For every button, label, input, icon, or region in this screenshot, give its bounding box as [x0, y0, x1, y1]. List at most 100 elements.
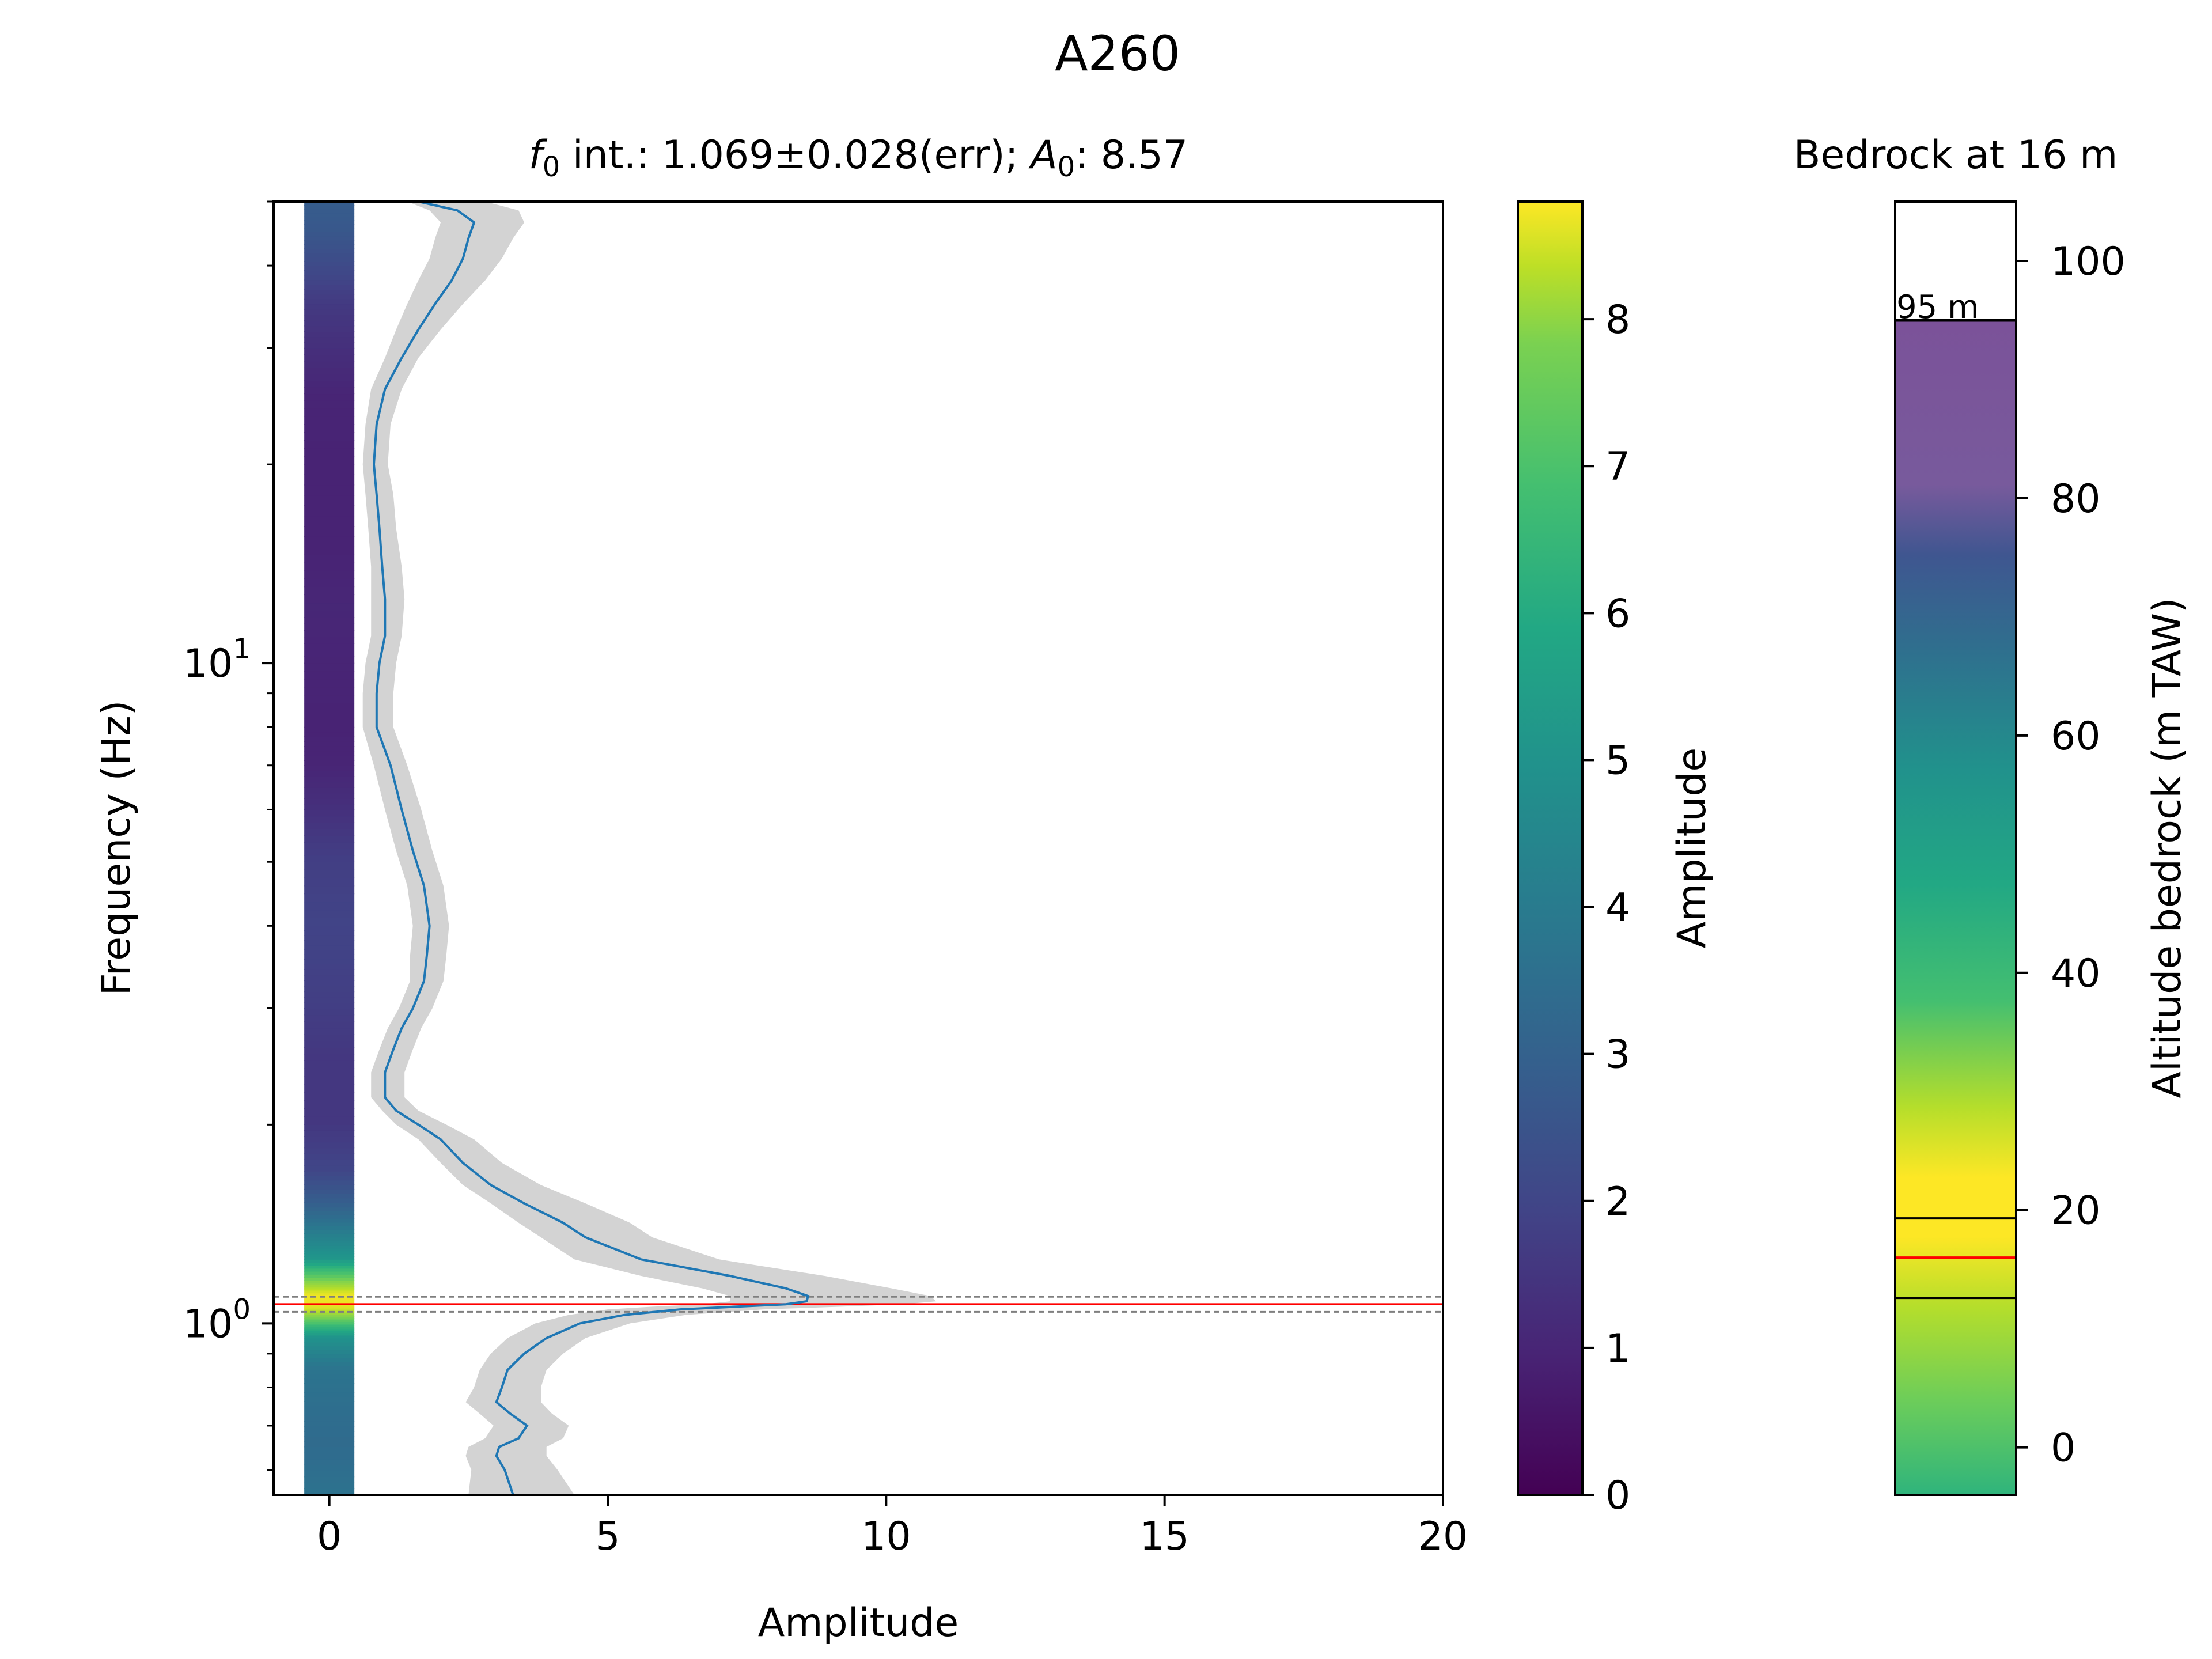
strip-cell	[304, 1262, 355, 1266]
mean-hv-curve	[372, 202, 810, 1495]
strip-cell	[304, 643, 355, 650]
strip-cell	[304, 1387, 355, 1393]
strip-cell	[304, 849, 355, 856]
strip-cell	[304, 1251, 355, 1255]
strip-cell	[304, 949, 355, 955]
strip-cell	[304, 1068, 355, 1077]
strip-cell	[304, 1401, 355, 1407]
strip-cell	[304, 885, 355, 895]
strip-cell	[304, 1406, 355, 1412]
altitude-tick-label: 40	[2051, 951, 2101, 997]
strip-cell	[304, 1060, 355, 1069]
strip-cell	[304, 1365, 355, 1370]
strip-cell	[304, 1421, 355, 1427]
strip-cell	[304, 1265, 355, 1269]
strip-cell	[304, 760, 355, 766]
colorbar-tick-label: 8	[1605, 297, 1630, 343]
strip-cell	[304, 1350, 355, 1355]
strip-cell	[304, 1202, 355, 1208]
strip-cell	[304, 1153, 355, 1160]
strip-cell	[304, 751, 355, 756]
strip-cell	[304, 1316, 355, 1319]
colorbar-tick-label: 3	[1605, 1032, 1630, 1078]
strip-cell	[304, 835, 355, 843]
strip-cell	[304, 687, 355, 696]
strip-cell	[304, 1291, 355, 1293]
colorbar-tick-label: 7	[1605, 444, 1630, 490]
strip-cell	[304, 662, 355, 672]
strip-cell	[304, 440, 355, 449]
strip-cell	[304, 1040, 355, 1048]
strip-cell	[304, 1171, 355, 1176]
main-plot-area	[274, 202, 1443, 1495]
strip-cell	[304, 787, 355, 794]
strip-cell	[304, 270, 355, 276]
strip-cell	[304, 261, 355, 266]
strip-cell	[304, 1180, 355, 1185]
strip-cell	[304, 637, 355, 644]
strip-cell	[304, 776, 355, 783]
main-chart-title: f0 int.: 1.069±0.028(err); A0: 8.57	[529, 132, 1188, 183]
strip-cell	[304, 1300, 355, 1302]
strip-cell	[304, 315, 355, 321]
strip-cell	[304, 855, 355, 862]
strip-cell	[304, 562, 355, 571]
strip-cell	[304, 1287, 355, 1290]
strip-cell	[304, 1332, 355, 1335]
strip-cell	[304, 1084, 355, 1093]
strip-cell	[304, 603, 355, 611]
strip-cell	[304, 804, 355, 810]
strip-cell	[304, 240, 355, 245]
strip-cell	[304, 1464, 355, 1471]
strip-cell	[304, 354, 355, 362]
y-axis-label: Frequency (Hz)	[94, 700, 139, 996]
strip-cell	[304, 1285, 355, 1287]
altitude-tick-label: 0	[2051, 1426, 2075, 1471]
strip-cell	[304, 732, 355, 737]
strip-cell	[304, 1184, 355, 1190]
strip-cell	[304, 1147, 355, 1154]
colorbar-tick-label: 4	[1605, 885, 1630, 931]
strip-cell	[304, 1306, 355, 1308]
strip-cell	[304, 997, 355, 1003]
main-plot-frame	[272, 200, 1444, 1496]
strip-cell	[304, 1301, 355, 1303]
strip-cell	[304, 1323, 355, 1326]
strip-cell	[304, 679, 355, 688]
altitude-axis: 0 20 40 60 80 100	[2016, 239, 2126, 1471]
strip-cell	[304, 782, 355, 788]
strip-cell	[304, 765, 355, 771]
strip-cell	[304, 1229, 355, 1234]
x-axis: 0 5 10 15 20	[317, 1495, 1468, 1559]
surface-label: 95 m	[1896, 289, 1979, 326]
strip-cell	[304, 586, 355, 596]
strip-cell	[304, 578, 355, 588]
y-tick-label: 101	[183, 633, 251, 687]
amplitude-strip	[304, 202, 355, 1495]
strip-cell	[304, 1354, 355, 1359]
strip-cell	[304, 1245, 355, 1249]
strip-cell	[304, 1431, 355, 1437]
strip-cell	[304, 1222, 355, 1226]
strip-cell	[304, 1054, 355, 1061]
strip-cell	[304, 1459, 355, 1465]
strip-cell	[304, 1309, 355, 1312]
strip-cell	[304, 456, 355, 465]
altitude-axis-label: Altitude bedrock (m TAW)	[2145, 597, 2190, 1098]
strip-cell	[304, 959, 355, 965]
strip-cell	[304, 400, 355, 409]
strip-cell	[304, 342, 355, 349]
strip-cell	[304, 209, 355, 214]
strip-cell	[304, 975, 355, 982]
strip-cell	[304, 1116, 355, 1125]
strip-cell	[304, 1188, 355, 1194]
strip-cell	[304, 1124, 355, 1131]
strip-cell	[304, 546, 355, 555]
strip-cell	[304, 770, 355, 777]
strip-cell	[304, 1336, 355, 1339]
strip-cell	[304, 1237, 355, 1241]
strip-cell	[304, 954, 355, 960]
strip-cell	[304, 1476, 355, 1483]
strip-cell	[304, 986, 355, 993]
strip-cell	[304, 1280, 355, 1284]
